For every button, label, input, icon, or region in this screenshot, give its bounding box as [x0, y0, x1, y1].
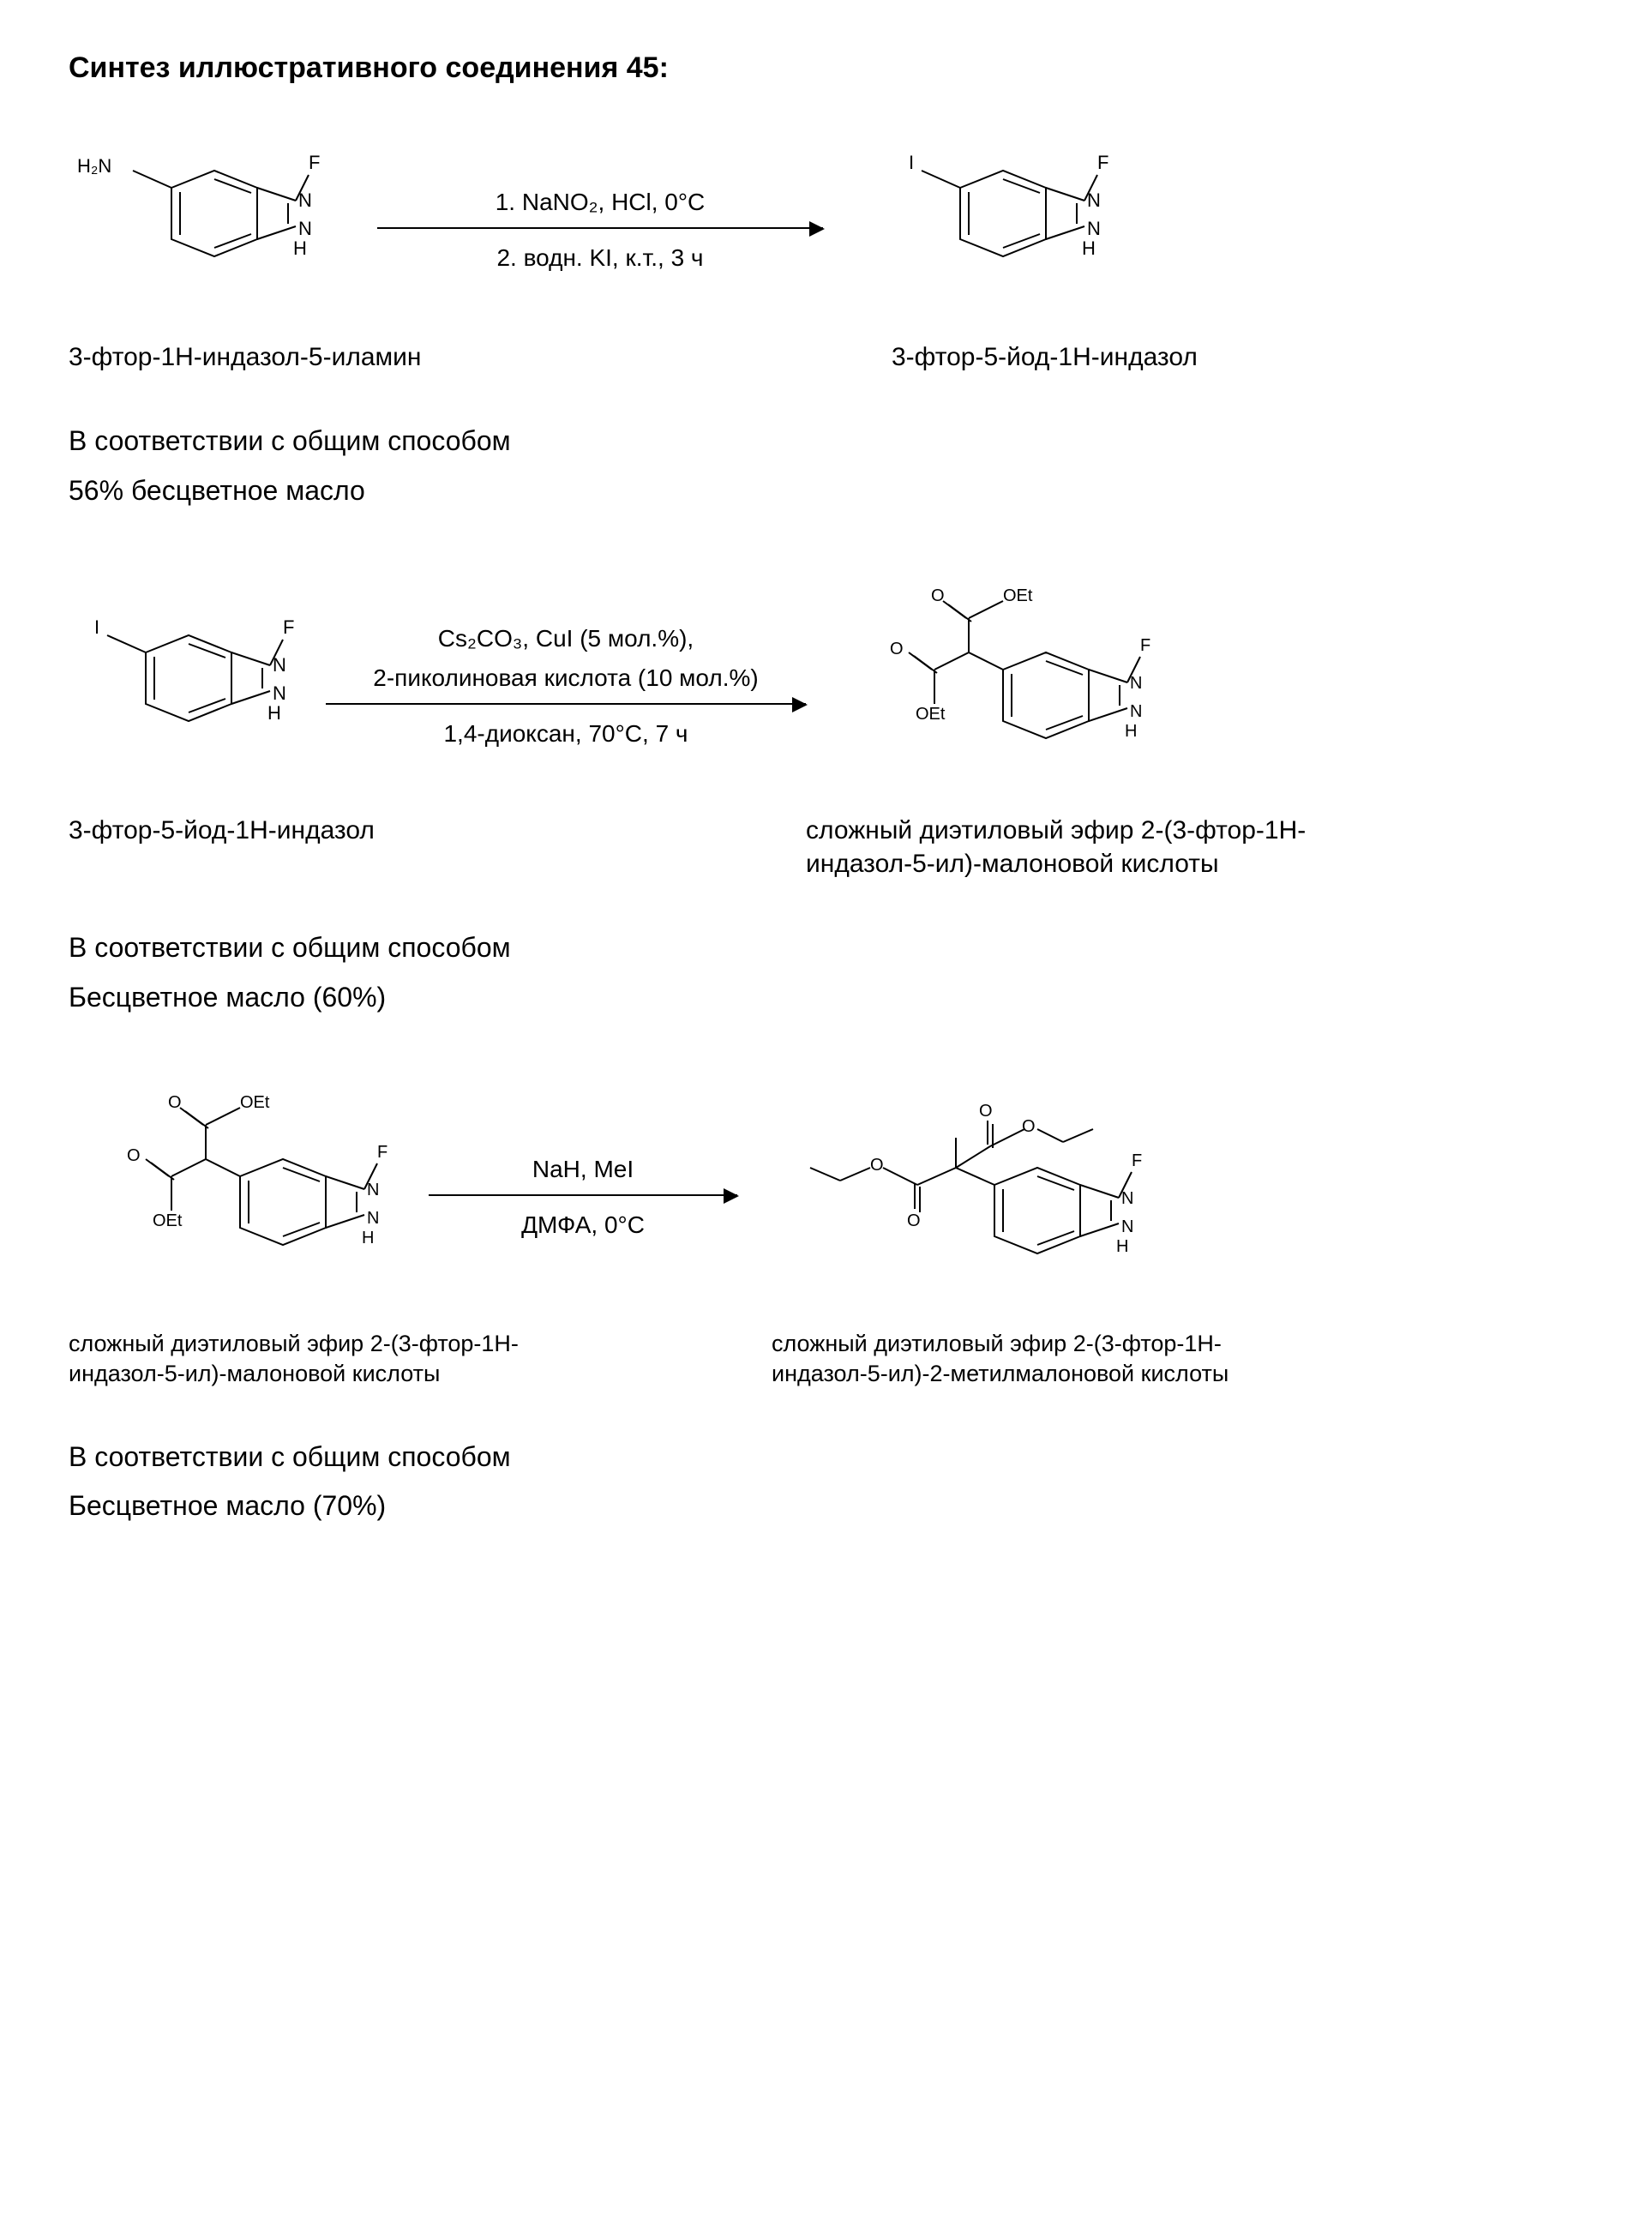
product-2: F N N H O OEt O OEt [823, 575, 1183, 796]
label-h: H [1082, 237, 1096, 259]
arrow-step-3: NaH, MeI ДМФА, 0°C [429, 1152, 737, 1241]
result-2-line1: В соответствии с общим способом [69, 923, 1583, 973]
cond-2-line1: Cs₂CO₃, CuI (5 мол.%), [438, 622, 694, 655]
mol-iodofluoroindazole: I F N N H [874, 136, 1132, 316]
reactant-2: I F N N H [69, 592, 309, 779]
label-f: F [377, 1143, 387, 1162]
label-n2: N [273, 682, 286, 704]
labels-row-2: 3-фтор-5-йод-1H-индазол сложный диэтилов… [69, 814, 1583, 881]
product-1: I F N N H [874, 136, 1132, 323]
cond-3-top: NaH, MeI [532, 1152, 634, 1186]
result-1-line1: В соответствии с общим способом [69, 417, 1583, 466]
label-o3: O [979, 1102, 993, 1121]
mol-aminofluoroindazole: H₂N F N N H [69, 136, 343, 316]
label-o4: O [1022, 1117, 1036, 1136]
arrow-line-3 [429, 1194, 737, 1196]
label-n1: N [273, 654, 286, 676]
label-n2: N [1087, 218, 1101, 239]
reactant-1: H₂N F N N H [69, 136, 343, 323]
label-n2: N [1130, 702, 1142, 721]
scheme-step-2: I F N N H Cs₂CO₃, CuI (5 мол.%), 2-пикол… [69, 575, 1583, 796]
label-o5: O [907, 1211, 921, 1230]
label-o2: O [890, 640, 904, 658]
result-2-line2: Бесцветное масло (60%) [69, 973, 1583, 1023]
label-f: F [1097, 152, 1108, 173]
label-f: F [1140, 636, 1150, 655]
labels-row-1: 3-фтор-1H-индазол-5-иламин 3-фтор-5-йод-… [69, 340, 1583, 374]
result-3-line1: В соответствии с общим способом [69, 1433, 1583, 1482]
cond-1-top: 1. NaNO₂, HCl, 0°C [496, 185, 706, 219]
label-oet: OEt [240, 1093, 270, 1112]
result-1-line2: 56% бесцветное масло [69, 466, 1583, 516]
label-i: I [909, 152, 914, 173]
reactant-3: F N N H O OEt O OEt [69, 1091, 411, 1303]
label-n1: N [1087, 189, 1101, 211]
result-3-line2: Бесцветное масло (70%) [69, 1482, 1583, 1531]
label-o2: O [127, 1146, 141, 1165]
result-2: В соответствии с общим способом Бесцветн… [69, 923, 1583, 1022]
reactant-1-label: 3-фтор-1H-индазол-5-иламин [69, 340, 429, 374]
mol-diethyl-malonate-indazole: F N N H O OEt O OEt [823, 575, 1183, 790]
cond-2-bottom: 1,4-диоксан, 70°C, 7 ч [443, 717, 688, 750]
scheme-step-3: F N N H O OEt O OEt NaH, MeI ДМФА, 0°C [69, 1082, 1583, 1312]
label-h: H [1125, 722, 1137, 741]
cond-3-bottom: ДМФА, 0°C [521, 1208, 645, 1241]
label-n2: N [298, 218, 312, 239]
page-title: Синтез иллюстративного соединения 45: [69, 51, 1583, 85]
label-oet: OEt [1003, 586, 1033, 605]
label-oet2: OEt [916, 705, 946, 724]
label-n1: N [1130, 674, 1142, 693]
labels-row-3: сложный диэтиловый эфир 2-(3-фтор-1H-инд… [69, 1329, 1583, 1389]
cond-2-line2: 2-пиколиновая кислота (10 мол.%) [373, 661, 758, 694]
label-o6: O [870, 1156, 884, 1175]
label-n1: N [298, 189, 312, 211]
product-1-label: 3-фтор-5-йод-1H-индазол [892, 340, 1320, 374]
label-h: H [1116, 1237, 1128, 1256]
product-2-label: сложный диэтиловый эфир 2-(3-фтор-1H-инд… [806, 814, 1337, 881]
mol-diethyl-methylmalonate-indazole: F N N H O O O O [754, 1082, 1183, 1305]
arrow-step-1: 1. NaNO₂, HCl, 0°C 2. водн. KI, к.т., 3 … [377, 185, 823, 274]
arrow-line-2 [326, 703, 806, 705]
scheme-step-1: H₂N F N N H 1. NaNO₂, HCl, 0°C 2. водн. … [69, 136, 1583, 323]
product-3: F N N H O O O O [754, 1082, 1183, 1312]
result-3: В соответствии с общим способом Бесцветн… [69, 1433, 1583, 1531]
reactant-2-label: 3-фтор-5-йод-1H-индазол [69, 814, 446, 847]
label-h: H [267, 702, 281, 724]
label-f: F [283, 616, 294, 638]
label-n1: N [367, 1181, 379, 1199]
label-oet2: OEt [153, 1211, 183, 1230]
label-h: H [362, 1229, 374, 1247]
result-1: В соответствии с общим способом 56% бесц… [69, 417, 1583, 515]
label-o: O [168, 1093, 182, 1112]
mol-diethyl-malonate-indazole-r: F N N H O OEt O OEt [69, 1091, 411, 1296]
label-f: F [1132, 1151, 1142, 1170]
label-n2: N [1121, 1217, 1133, 1236]
label-h: H [293, 237, 307, 259]
arrow-step-2: Cs₂CO₃, CuI (5 мол.%), 2-пиколиновая кис… [326, 622, 806, 750]
label-i: I [94, 616, 99, 638]
cond-1-bottom: 2. водн. KI, к.т., 3 ч [496, 241, 703, 274]
product-3-label: сложный диэтиловый эфир 2-(3-фтор-1H-инд… [772, 1329, 1303, 1389]
label-o: O [931, 586, 945, 605]
label-n2: N [367, 1209, 379, 1228]
label-f: F [309, 152, 320, 173]
arrow-line-1 [377, 227, 823, 229]
label-n1: N [1121, 1189, 1133, 1208]
mol-iodofluoroindazole-2: I F N N H [69, 592, 309, 772]
label-h2n: H₂N [77, 155, 111, 177]
reactant-3-label: сложный диэтиловый эфир 2-(3-фтор-1H-инд… [69, 1329, 549, 1389]
